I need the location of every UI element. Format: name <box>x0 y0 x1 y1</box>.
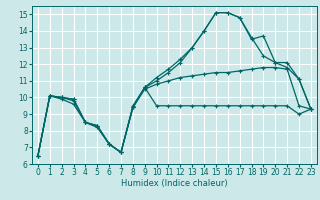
X-axis label: Humidex (Indice chaleur): Humidex (Indice chaleur) <box>121 179 228 188</box>
